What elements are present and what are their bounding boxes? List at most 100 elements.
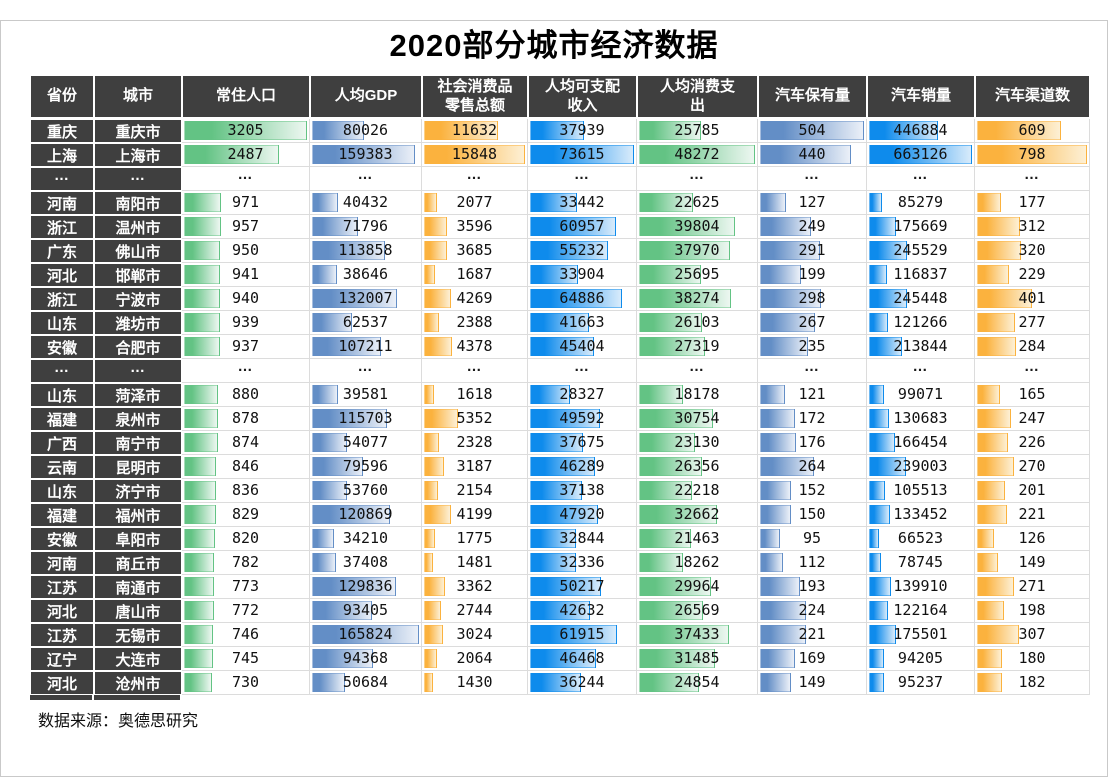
value-cell-car-channels: 270 bbox=[975, 455, 1090, 479]
city-cell: 菏泽市 bbox=[94, 383, 182, 407]
cell-value: 95 bbox=[802, 529, 822, 547]
table-continuation-strip bbox=[30, 695, 1108, 700]
cell-value: 33442 bbox=[559, 193, 605, 211]
cell-value: 177 bbox=[1018, 193, 1046, 211]
data-row: 浙江 宁波市 940 132007 4269 64886 38274 298 245448 401 bbox=[30, 287, 1090, 311]
province-cell: 福建 bbox=[30, 407, 94, 431]
cell-value: 121 bbox=[798, 385, 826, 403]
city-cell: 潍坊市 bbox=[94, 311, 182, 335]
province-cell: 浙江 bbox=[30, 215, 94, 239]
cell-value: 25695 bbox=[674, 265, 720, 283]
province-cell: 福建 bbox=[30, 503, 94, 527]
value-cell-car-ownership: 150 bbox=[758, 503, 867, 527]
cell-value: 94205 bbox=[897, 649, 944, 667]
value-cell-retail-sales: 1430 bbox=[422, 671, 528, 695]
data-bar bbox=[530, 481, 583, 500]
data-bar bbox=[184, 457, 217, 476]
data-bar bbox=[977, 385, 1000, 404]
cell-value: 440 bbox=[798, 145, 826, 163]
cell-value: 62537 bbox=[342, 313, 389, 331]
data-bar bbox=[869, 121, 939, 140]
value-cell-retail-sales: 3362 bbox=[422, 575, 528, 599]
cell-value: 249 bbox=[798, 217, 826, 235]
cell-value: 663126 bbox=[893, 145, 948, 163]
cell-value: 94368 bbox=[342, 649, 389, 667]
value-cell-gdp-per-capita: 37408 bbox=[310, 551, 422, 575]
data-row: 上海 上海市 2487 159383 15848 73615 48272 440 663126 7… bbox=[30, 143, 1090, 167]
province-cell: 山东 bbox=[30, 479, 94, 503]
data-row: 河南 商丘市 782 37408 1481 32336 18262 112 78745 149 bbox=[30, 551, 1090, 575]
value-cell-disposable-income: 28327 bbox=[528, 383, 637, 407]
data-bar bbox=[639, 481, 693, 500]
continuation-block bbox=[94, 695, 180, 700]
ellipsis-cell: … bbox=[867, 358, 975, 383]
value-cell-car-channels: 180 bbox=[975, 647, 1090, 671]
value-cell-retail-sales: 3024 bbox=[422, 623, 528, 647]
value-cell-retail-sales: 15848 bbox=[422, 143, 528, 167]
cell-value: 937 bbox=[231, 337, 260, 355]
cell-value: 133452 bbox=[893, 505, 948, 523]
data-bar bbox=[977, 337, 1017, 356]
value-cell-disposable-income: 46468 bbox=[528, 647, 637, 671]
cell-value: 176 bbox=[798, 433, 826, 451]
value-cell-population: 820 bbox=[182, 527, 310, 551]
city-cell: 商丘市 bbox=[94, 551, 182, 575]
value-cell-gdp-per-capita: 50684 bbox=[310, 671, 422, 695]
col-header-population: 常住人口 bbox=[182, 75, 310, 119]
cell-value: 874 bbox=[231, 433, 260, 451]
cell-value: 730 bbox=[231, 673, 260, 691]
value-cell-gdp-per-capita: 40432 bbox=[310, 191, 422, 215]
data-bar bbox=[977, 577, 1015, 596]
city-cell: 泉州市 bbox=[94, 407, 182, 431]
value-cell-disposable-income: 46289 bbox=[528, 455, 637, 479]
province-cell: 山东 bbox=[30, 383, 94, 407]
data-bar bbox=[869, 553, 882, 572]
value-cell-car-sales: 213844 bbox=[867, 335, 975, 359]
value-cell-consumption: 24854 bbox=[637, 671, 758, 695]
data-bar bbox=[760, 409, 796, 428]
value-cell-consumption: 18178 bbox=[637, 383, 758, 407]
value-cell-disposable-income: 50217 bbox=[528, 575, 637, 599]
data-bar bbox=[184, 313, 221, 332]
cell-value: 829 bbox=[231, 505, 260, 523]
value-cell-retail-sales: 3685 bbox=[422, 239, 528, 263]
data-bar bbox=[424, 145, 525, 164]
cell-value: 320 bbox=[1018, 241, 1046, 259]
data-bar bbox=[869, 649, 884, 668]
data-bar bbox=[869, 193, 883, 212]
cell-value: 950 bbox=[231, 241, 260, 259]
value-cell-disposable-income: 60957 bbox=[528, 215, 637, 239]
value-cell-consumption: 25695 bbox=[637, 263, 758, 287]
value-cell-retail-sales: 1775 bbox=[422, 527, 528, 551]
value-cell-consumption: 30754 bbox=[637, 407, 758, 431]
value-cell-car-ownership: 440 bbox=[758, 143, 867, 167]
cell-value: 112 bbox=[798, 553, 826, 571]
value-cell-population: 746 bbox=[182, 623, 310, 647]
province-cell: 浙江 bbox=[30, 287, 94, 311]
value-cell-consumption: 25785 bbox=[637, 119, 758, 143]
cell-value: 201 bbox=[1018, 481, 1046, 499]
data-bar bbox=[312, 505, 390, 524]
data-bar bbox=[184, 265, 221, 284]
data-bar bbox=[530, 433, 584, 452]
data-bar bbox=[760, 289, 822, 308]
cell-value: 47920 bbox=[559, 505, 605, 523]
city-cell: 上海市 bbox=[94, 143, 182, 167]
value-cell-gdp-per-capita: 79596 bbox=[310, 455, 422, 479]
value-cell-car-ownership: 199 bbox=[758, 263, 867, 287]
value-cell-disposable-income: 73615 bbox=[528, 143, 637, 167]
city-cell: 佛山市 bbox=[94, 239, 182, 263]
cell-value: 54077 bbox=[342, 433, 389, 451]
value-cell-retail-sales: 2077 bbox=[422, 191, 528, 215]
cell-value: 122164 bbox=[893, 601, 948, 619]
ellipsis-cell: … bbox=[182, 358, 310, 383]
data-bar bbox=[639, 385, 683, 404]
data-bar bbox=[639, 649, 715, 668]
cell-value: 939 bbox=[231, 313, 260, 331]
col-header-retail-sales: 社会消费品 零售总额 bbox=[422, 75, 528, 119]
ellipsis-row: ………………………… bbox=[30, 166, 1090, 191]
value-cell-population: 937 bbox=[182, 335, 310, 359]
data-bar bbox=[869, 673, 884, 692]
value-cell-car-sales: 122164 bbox=[867, 599, 975, 623]
value-cell-gdp-per-capita: 71796 bbox=[310, 215, 422, 239]
